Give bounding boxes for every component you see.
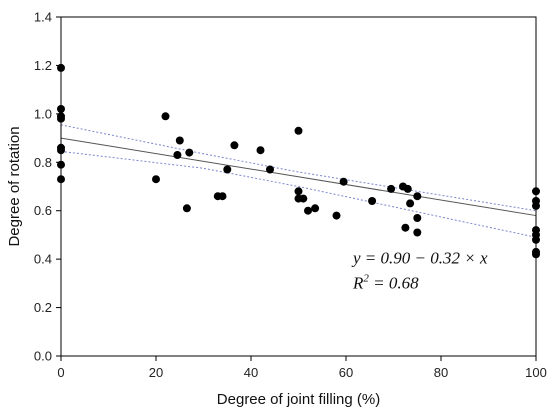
data-point [256, 146, 265, 155]
data-point [368, 197, 377, 205]
r2-base: R [352, 273, 364, 292]
r2-superscript: 2 [363, 272, 369, 284]
x-tick-label: 100 [525, 365, 547, 380]
x-tick-label: 20 [149, 365, 163, 380]
data-point [185, 148, 194, 157]
x-tick-label: 0 [57, 365, 64, 380]
y-tick-label: 1.4 [34, 10, 52, 25]
data-point [294, 126, 303, 135]
regression-equation: y = 0.90 − 0.32 × x [351, 248, 488, 267]
regression-line [60, 137, 537, 217]
y-tick-label: 0.4 [34, 252, 52, 267]
y-tick-label: 0.2 [34, 300, 52, 315]
data-point [413, 192, 422, 201]
data-point [175, 136, 184, 145]
data-point [403, 184, 412, 193]
y-tick-label: 0.8 [34, 155, 52, 170]
r-squared-label: R2 = 0.68 [352, 272, 419, 292]
data-point [230, 141, 239, 150]
data-point [401, 223, 410, 232]
data-point [182, 204, 191, 213]
data-point [294, 187, 303, 196]
plot-frame [60, 16, 537, 357]
confidence-band-lower [60, 150, 537, 238]
x-tick-label: 80 [434, 365, 448, 380]
data-point [413, 228, 422, 237]
regression-annotation: y = 0.90 − 0.32 × x R2 = 0.68 [351, 248, 488, 292]
y-tick-label: 1.2 [34, 58, 52, 73]
confidence-band-upper [60, 124, 537, 212]
x-tick-label: 40 [244, 365, 258, 380]
data-point [387, 184, 396, 193]
y-tick-label: 0.6 [34, 203, 52, 218]
y-tick-label: 0.0 [34, 349, 52, 364]
data-point [218, 192, 227, 201]
data-point [299, 194, 308, 203]
data-point [161, 112, 170, 121]
data-point [223, 165, 232, 174]
x-tick-label: 60 [339, 365, 353, 380]
y-axis-title: Degree of rotation [6, 126, 23, 246]
axes: 0 20 40 60 80 100 0.0 0.2 0.4 0.6 0.8 1.0 1.2 1.4 [34, 10, 547, 381]
data-point [406, 199, 415, 208]
data-point [413, 214, 422, 222]
data-point [332, 211, 341, 220]
data-point [266, 165, 274, 174]
y-tick-label: 1.0 [34, 106, 52, 121]
data-point [152, 175, 160, 184]
data-point [311, 204, 320, 213]
data-point [173, 151, 182, 159]
data-point [304, 206, 312, 215]
data-points [57, 63, 540, 259]
r2-value: = 0.68 [369, 273, 419, 292]
confidence-band [60, 124, 537, 238]
x-axis-title: Degree of joint filling (%) [217, 391, 380, 408]
regression-line-group [60, 137, 537, 217]
data-point [339, 177, 348, 186]
